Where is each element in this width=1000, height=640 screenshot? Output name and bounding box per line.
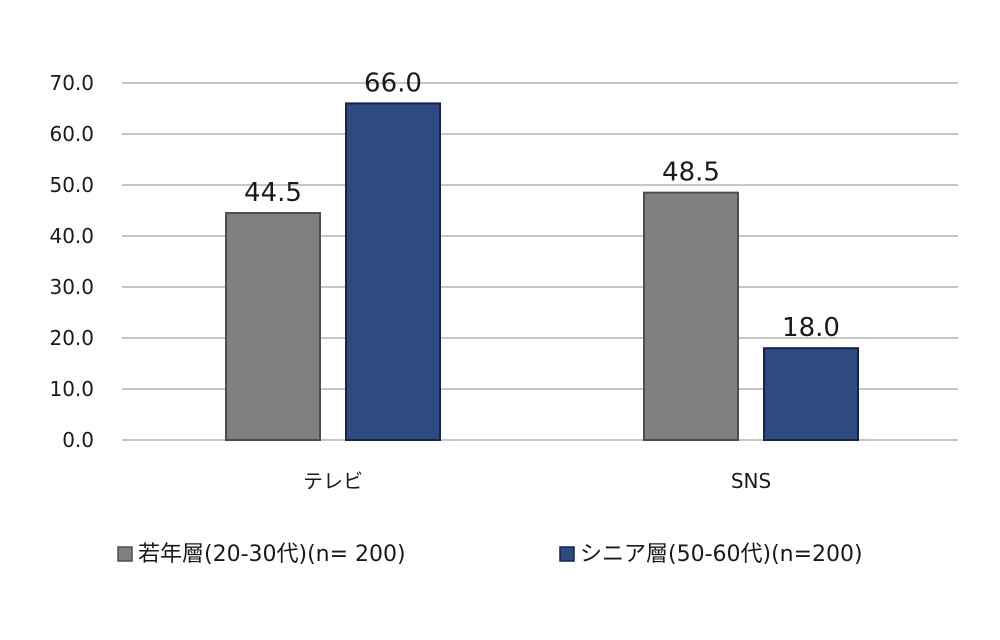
- legend-swatch: [117, 546, 133, 562]
- y-tick-label: 20.0: [49, 326, 94, 350]
- y-tick-label: 50.0: [49, 173, 94, 197]
- y-tick-label: 30.0: [49, 275, 94, 299]
- x-category-label: テレビ: [303, 469, 363, 493]
- legend-label: 若年層(20-30代)(n= 200): [138, 542, 406, 567]
- bar: [763, 347, 859, 442]
- legend-swatch: [559, 546, 575, 562]
- bar: [643, 191, 739, 441]
- y-tick-label: 10.0: [49, 377, 94, 401]
- y-tick-label: 40.0: [49, 224, 94, 248]
- y-axis-ticks: 0.0 10.0 20.0 30.0 40.0 50.0 60.0 70.0: [49, 71, 94, 452]
- data-label: 18.0: [782, 313, 840, 343]
- y-tick-label: 0.0: [62, 428, 94, 452]
- y-tick-label: 60.0: [49, 122, 94, 146]
- x-axis-categories: テレビ SNS: [303, 469, 771, 493]
- data-label: 48.5: [662, 158, 720, 188]
- bars: [225, 102, 859, 442]
- data-label: 66.0: [364, 68, 422, 98]
- y-tick-label: 70.0: [49, 71, 94, 95]
- legend: 若年層(20-30代)(n= 200) シニア層(50-60代)(n=200): [117, 542, 863, 567]
- data-labels: 44.5 66.0 48.5 18.0: [244, 68, 840, 343]
- x-category-label: SNS: [731, 469, 771, 493]
- bar: [345, 102, 441, 442]
- bar: [225, 212, 321, 441]
- legend-label: シニア層(50-60代)(n=200): [580, 542, 863, 567]
- data-label: 44.5: [244, 178, 302, 208]
